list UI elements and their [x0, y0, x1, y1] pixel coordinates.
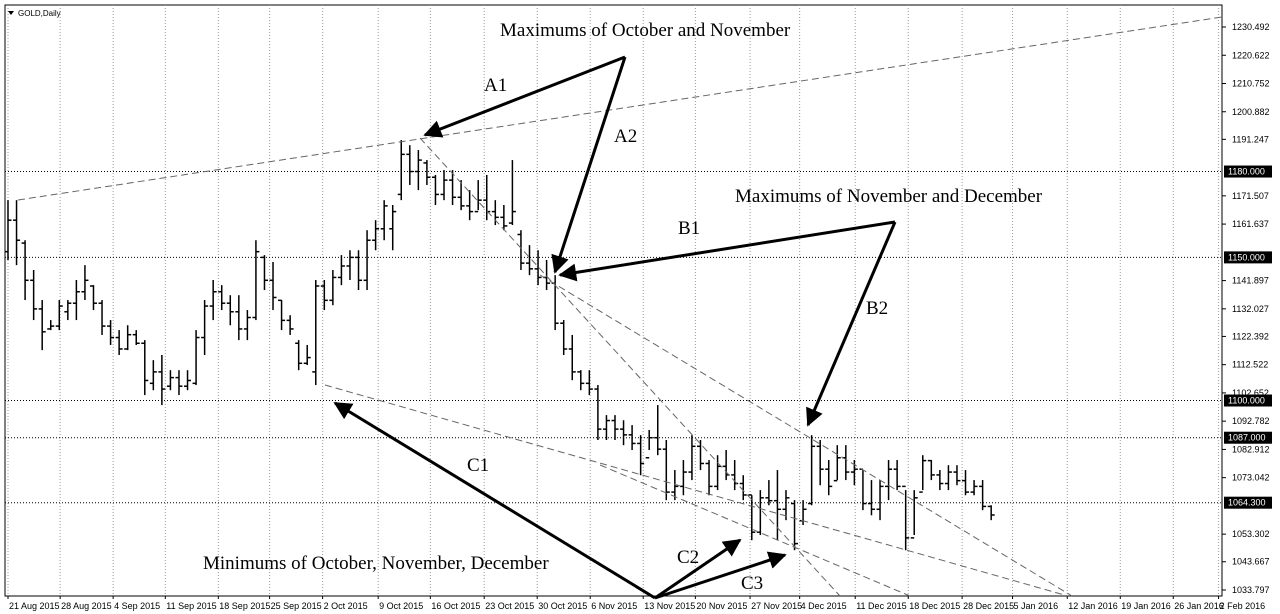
x-tick-label: 23 Oct 2015	[485, 601, 534, 611]
annotation: A2	[614, 126, 637, 147]
x-tick-label: 2 Feb 2016	[1220, 601, 1266, 611]
x-tick-label: 18 Sep 2015	[219, 601, 270, 611]
level-label: 1180.000	[1228, 167, 1265, 177]
x-tick-label: 28 Aug 2015	[61, 601, 112, 611]
trend-line	[324, 384, 1069, 597]
arrows	[333, 55, 897, 600]
plot-frame	[4, 4, 1223, 597]
annotation: Maximums of October and November	[500, 20, 791, 41]
arrow	[551, 56, 627, 274]
y-tick-label: 1171.507	[1232, 191, 1269, 201]
x-tick-label: 11 Sep 2015	[166, 601, 216, 611]
level-box	[1224, 496, 1272, 509]
arrow	[806, 221, 897, 427]
trend-line	[419, 137, 841, 597]
annotation: B2	[866, 298, 888, 319]
x-tick-label: 30 Oct 2015	[538, 601, 587, 611]
menu-triangle	[8, 11, 14, 15]
x-tick-label: 12 Jan 2016	[1068, 601, 1118, 611]
x-tick-label: 21 Aug 2015	[9, 601, 60, 611]
x-tick-label: 13 Nov 2015	[644, 601, 695, 611]
y-tick-label: 1102.652	[1232, 388, 1269, 398]
x-tick-label: 11 Dec 2015	[856, 601, 906, 611]
y-tick-label: 1092.782	[1232, 416, 1270, 426]
x-tick-label: 4 Dec 2015	[801, 601, 847, 611]
annotation: C2	[677, 547, 699, 568]
level-label: 1064.300	[1228, 498, 1266, 508]
y-tick-label: 1053.302	[1232, 529, 1270, 539]
x-tick-label: 19 Jan 2016	[1121, 601, 1171, 611]
x-tick-label: 26 Jan 2016	[1174, 601, 1224, 611]
arrow	[654, 538, 742, 600]
x-tick-label: 16 Oct 2015	[431, 601, 480, 611]
level-label: 1087.000	[1228, 433, 1266, 443]
x-tick-label: 2 Oct 2015	[324, 601, 368, 611]
y-tick-label: 1161.637	[1232, 219, 1269, 229]
x-tick-label: 6 Nov 2015	[591, 601, 637, 611]
level-box	[1224, 165, 1272, 178]
level-label: 1150.000	[1228, 252, 1265, 262]
x-tick-label: 25 Sep 2015	[271, 601, 322, 611]
x-tick-label: 5 Jan 2016	[1014, 601, 1059, 611]
trend-line	[539, 274, 1073, 597]
x-tick-label: 27 Nov 2015	[751, 601, 802, 611]
annotation: A1	[484, 75, 507, 96]
x-tick-label: 28 Dec 2015	[963, 601, 1014, 611]
y-tick-label: 1191.247	[1232, 134, 1269, 144]
y-tick-label: 1132.027	[1232, 304, 1269, 314]
y-tick-label: 1141.897	[1232, 276, 1269, 286]
annotation: Maximums of November and December	[735, 186, 1043, 207]
y-tick-label: 1122.392	[1232, 331, 1269, 341]
y-tick-label: 1043.667	[1232, 557, 1270, 567]
y-tick-label: 1210.752	[1232, 79, 1270, 89]
level-label: 1100.000	[1228, 396, 1265, 406]
x-tick-label: 18 Dec 2015	[909, 601, 960, 611]
arrow	[423, 55, 626, 138]
y-tick-label: 1112.522	[1232, 360, 1268, 370]
trend-line	[599, 464, 911, 597]
x-tick-label: 20 Nov 2015	[696, 601, 747, 611]
y-tick-label: 1220.622	[1232, 50, 1270, 60]
level-box	[1224, 431, 1272, 444]
chart-title: GOLD,Daily	[18, 9, 61, 18]
level-box	[1224, 394, 1272, 407]
x-tick-label: 9 Oct 2015	[379, 601, 423, 611]
annotation: C3	[741, 573, 763, 594]
x-tick-label: 4 Sep 2015	[114, 601, 160, 611]
annotation: C1	[467, 455, 489, 476]
y-tick-label: 1073.042	[1232, 473, 1270, 483]
arrow	[654, 551, 787, 600]
annotation: B1	[678, 218, 700, 239]
arrow	[333, 401, 656, 600]
trend-line	[17, 16, 1223, 201]
level-box	[1224, 251, 1272, 264]
y-tick-label: 1082.912	[1232, 444, 1270, 454]
y-tick-label: 1200.882	[1232, 107, 1270, 117]
y-tick-label: 1033.797	[1232, 585, 1270, 595]
bars	[4, 140, 995, 551]
y-tick-label: 1230.492	[1232, 22, 1270, 32]
annotation: Minimums of October, November, December	[203, 553, 549, 574]
trend-lines	[17, 16, 1223, 597]
arrow	[558, 220, 896, 282]
